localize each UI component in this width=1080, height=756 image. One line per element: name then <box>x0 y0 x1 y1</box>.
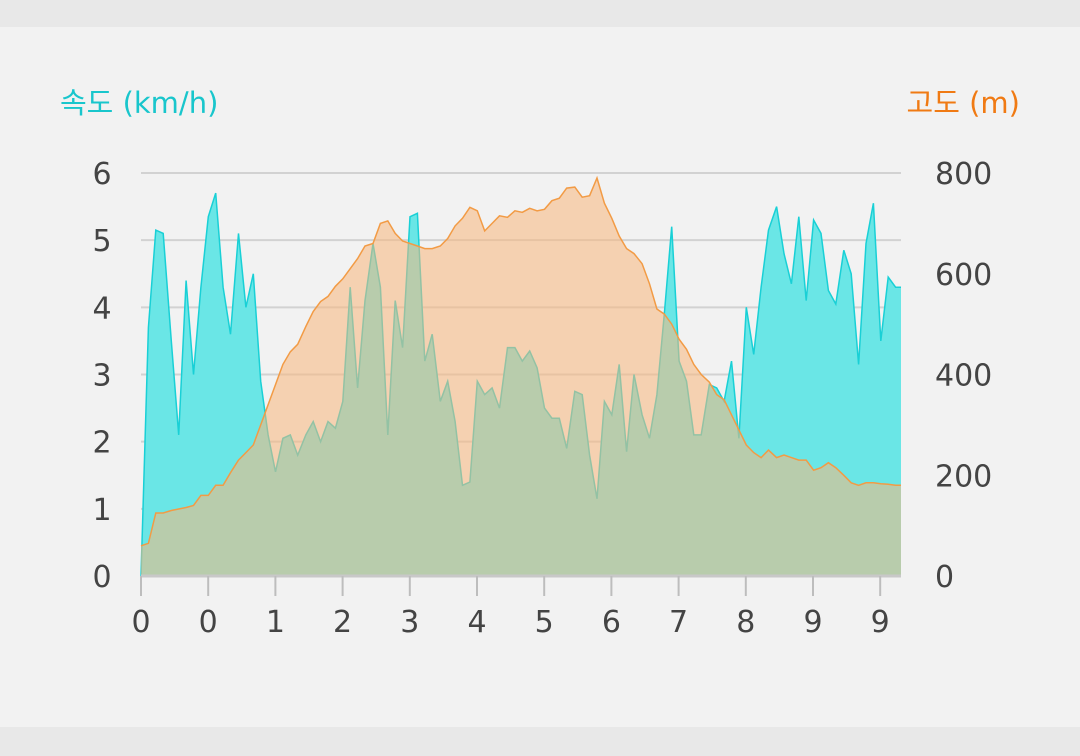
left-tick-label: 1 <box>92 493 111 528</box>
right-tick-label: 800 <box>935 157 992 192</box>
left-axis-title: 속도 (km/h) <box>60 86 219 120</box>
x-tick-label: 3 <box>400 605 419 640</box>
axes <box>140 574 901 596</box>
x-tick-label: 0 <box>131 605 150 640</box>
left-tick-label: 4 <box>92 291 111 326</box>
x-tick-label: 4 <box>467 605 486 640</box>
x-tick-label: 9 <box>803 605 822 640</box>
series-area-elevation <box>141 178 901 576</box>
series-areas <box>140 175 901 577</box>
left-tick-label: 6 <box>92 157 111 192</box>
x-tick-label: 9 <box>871 605 890 640</box>
left-tick-labels: 0 1 2 3 4 5 6 <box>92 157 111 595</box>
x-tick-label: 8 <box>736 605 755 640</box>
left-tick-label: 3 <box>92 359 111 394</box>
x-tick-label: 6 <box>602 605 621 640</box>
left-tick-label: 2 <box>92 426 111 461</box>
x-tick-label: 2 <box>333 605 352 640</box>
right-tick-label: 400 <box>935 359 992 394</box>
series-line-elevation <box>140 175 901 547</box>
x-tick-label: 7 <box>669 605 688 640</box>
right-tick-label: 0 <box>935 560 954 595</box>
left-tick-label: 0 <box>92 560 111 595</box>
x-tick-label: 1 <box>266 605 285 640</box>
right-tick-label: 600 <box>935 258 992 293</box>
x-tick-label: 0 <box>199 605 218 640</box>
x-tick-label: 5 <box>535 605 554 640</box>
right-tick-label: 200 <box>935 459 992 494</box>
left-tick-label: 5 <box>92 224 111 259</box>
right-tick-labels: 0 200 400 600 800 <box>935 157 992 595</box>
right-axis-title: 고도 (m) <box>906 86 1020 120</box>
x-tick-labels: 0 0 1 2 3 4 5 6 7 8 9 9 <box>131 605 889 640</box>
